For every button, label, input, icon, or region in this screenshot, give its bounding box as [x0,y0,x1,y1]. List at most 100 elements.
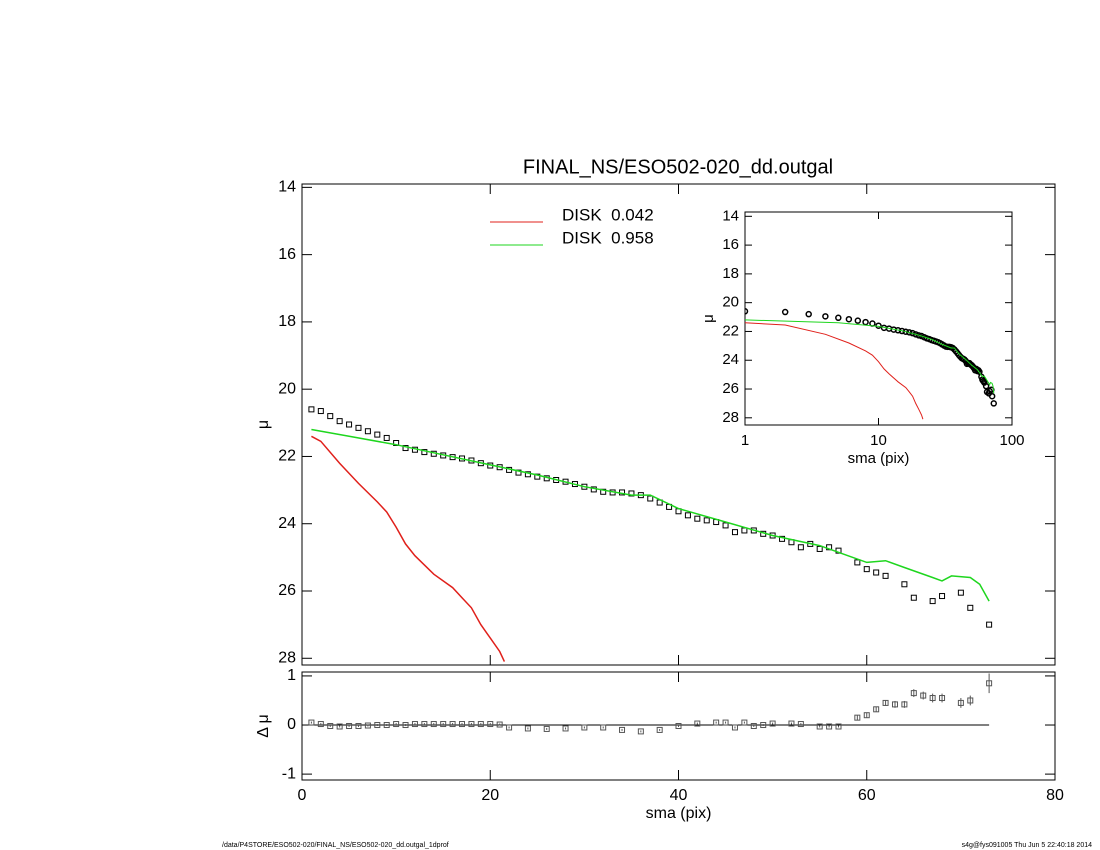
data-point [543,725,550,732]
data-point [957,589,964,596]
data-point [308,719,315,726]
data-point [327,413,334,420]
y-tick-label: 20 [722,294,739,311]
data-point [760,722,767,729]
data-point [957,699,964,706]
data-point [346,421,353,428]
data-point [364,428,371,435]
data-point [684,512,691,519]
data-point [496,721,503,728]
data-point [990,400,998,407]
data-point [468,721,475,728]
data-point [863,712,870,719]
data-point [915,332,922,339]
x-tick-label: 20 [481,787,499,804]
data-point [741,527,748,534]
data-point [910,690,917,697]
data-point [822,313,829,320]
data-point [788,720,795,727]
y-tick-label: 24 [722,351,739,368]
data-point [835,547,842,554]
footer-stamp: s4g@fys091005 Thu Jun 5 22:40:18 2014 [962,842,1092,849]
profile-line [311,428,990,602]
data-point [882,699,889,706]
y-tick-label: 18 [722,265,739,282]
data-point [873,569,880,576]
data-point [374,722,381,729]
data-point [675,723,682,729]
y-tick-label: 14 [722,207,739,224]
data-point [487,721,494,728]
data-point [600,724,607,731]
data-point [982,382,990,390]
chart-title: FINAL_NS/ESO502-020_dd.outgal [523,156,833,178]
data-point [421,449,428,456]
data-point [383,434,390,441]
data-point [336,723,343,730]
y-tick-label: 26 [722,380,739,397]
legend-label: DISK 0.958 [562,228,654,247]
x-tick-label: 1 [741,432,749,449]
y-axis-label: Δ μ [255,714,272,737]
data-point [722,719,729,726]
data-point [374,431,381,438]
data-point [901,581,908,588]
data-point [910,594,917,601]
data-point [854,714,861,721]
y-tick-label: 28 [722,409,739,426]
data-point [781,308,789,316]
data-point [703,517,710,524]
data-point [873,706,880,713]
data-point [411,721,418,728]
profile-line [745,322,924,420]
data-point [805,310,812,318]
data-point [637,728,644,735]
data-point [619,726,626,733]
data-point [317,408,324,415]
profile-line [745,319,995,394]
data-point [449,721,456,728]
y-tick-label: -1 [282,765,296,782]
y-axis-label: μ [700,314,717,323]
data-point [835,723,842,730]
data-point [515,469,522,476]
data-point [967,604,974,611]
y-tick-label: 14 [278,179,296,196]
data-point [402,445,409,452]
data-point [741,719,748,726]
data-point [430,721,437,728]
data-point [988,392,996,400]
data-point [797,544,804,551]
data-point [383,722,390,729]
x-axis-label: sma (pix) [848,450,910,467]
data-point [731,529,738,536]
data-point [393,721,400,728]
y-tick-label: 0 [287,716,296,733]
x-tick-label: 10 [870,432,887,449]
plot-area [745,308,998,420]
data-point [816,723,823,730]
panel: 14 16 18 20 22 24 26 28 μ DISK 0.042 DISK 0.958 [255,179,1056,667]
data-point [986,621,993,628]
y-tick-label: 28 [278,649,296,666]
y-tick-label: 26 [278,582,296,599]
y-tick-label: 20 [278,380,296,397]
legend-label: DISK 0.042 [562,205,654,224]
x-tick-label: 60 [858,787,876,804]
data-point [912,331,919,338]
x-tick-label: 80 [1046,787,1064,804]
data-point [901,701,908,708]
data-point [882,572,889,579]
data-point [647,495,654,502]
data-point [854,559,861,566]
plot-frame [744,211,1013,426]
x-tick-label: 100 [999,432,1024,449]
data-point [694,515,701,522]
data-point [863,566,870,573]
data-point [600,488,607,495]
data-point [355,723,362,729]
data-point [939,593,946,600]
data-point [986,680,993,687]
data-point [581,724,588,731]
